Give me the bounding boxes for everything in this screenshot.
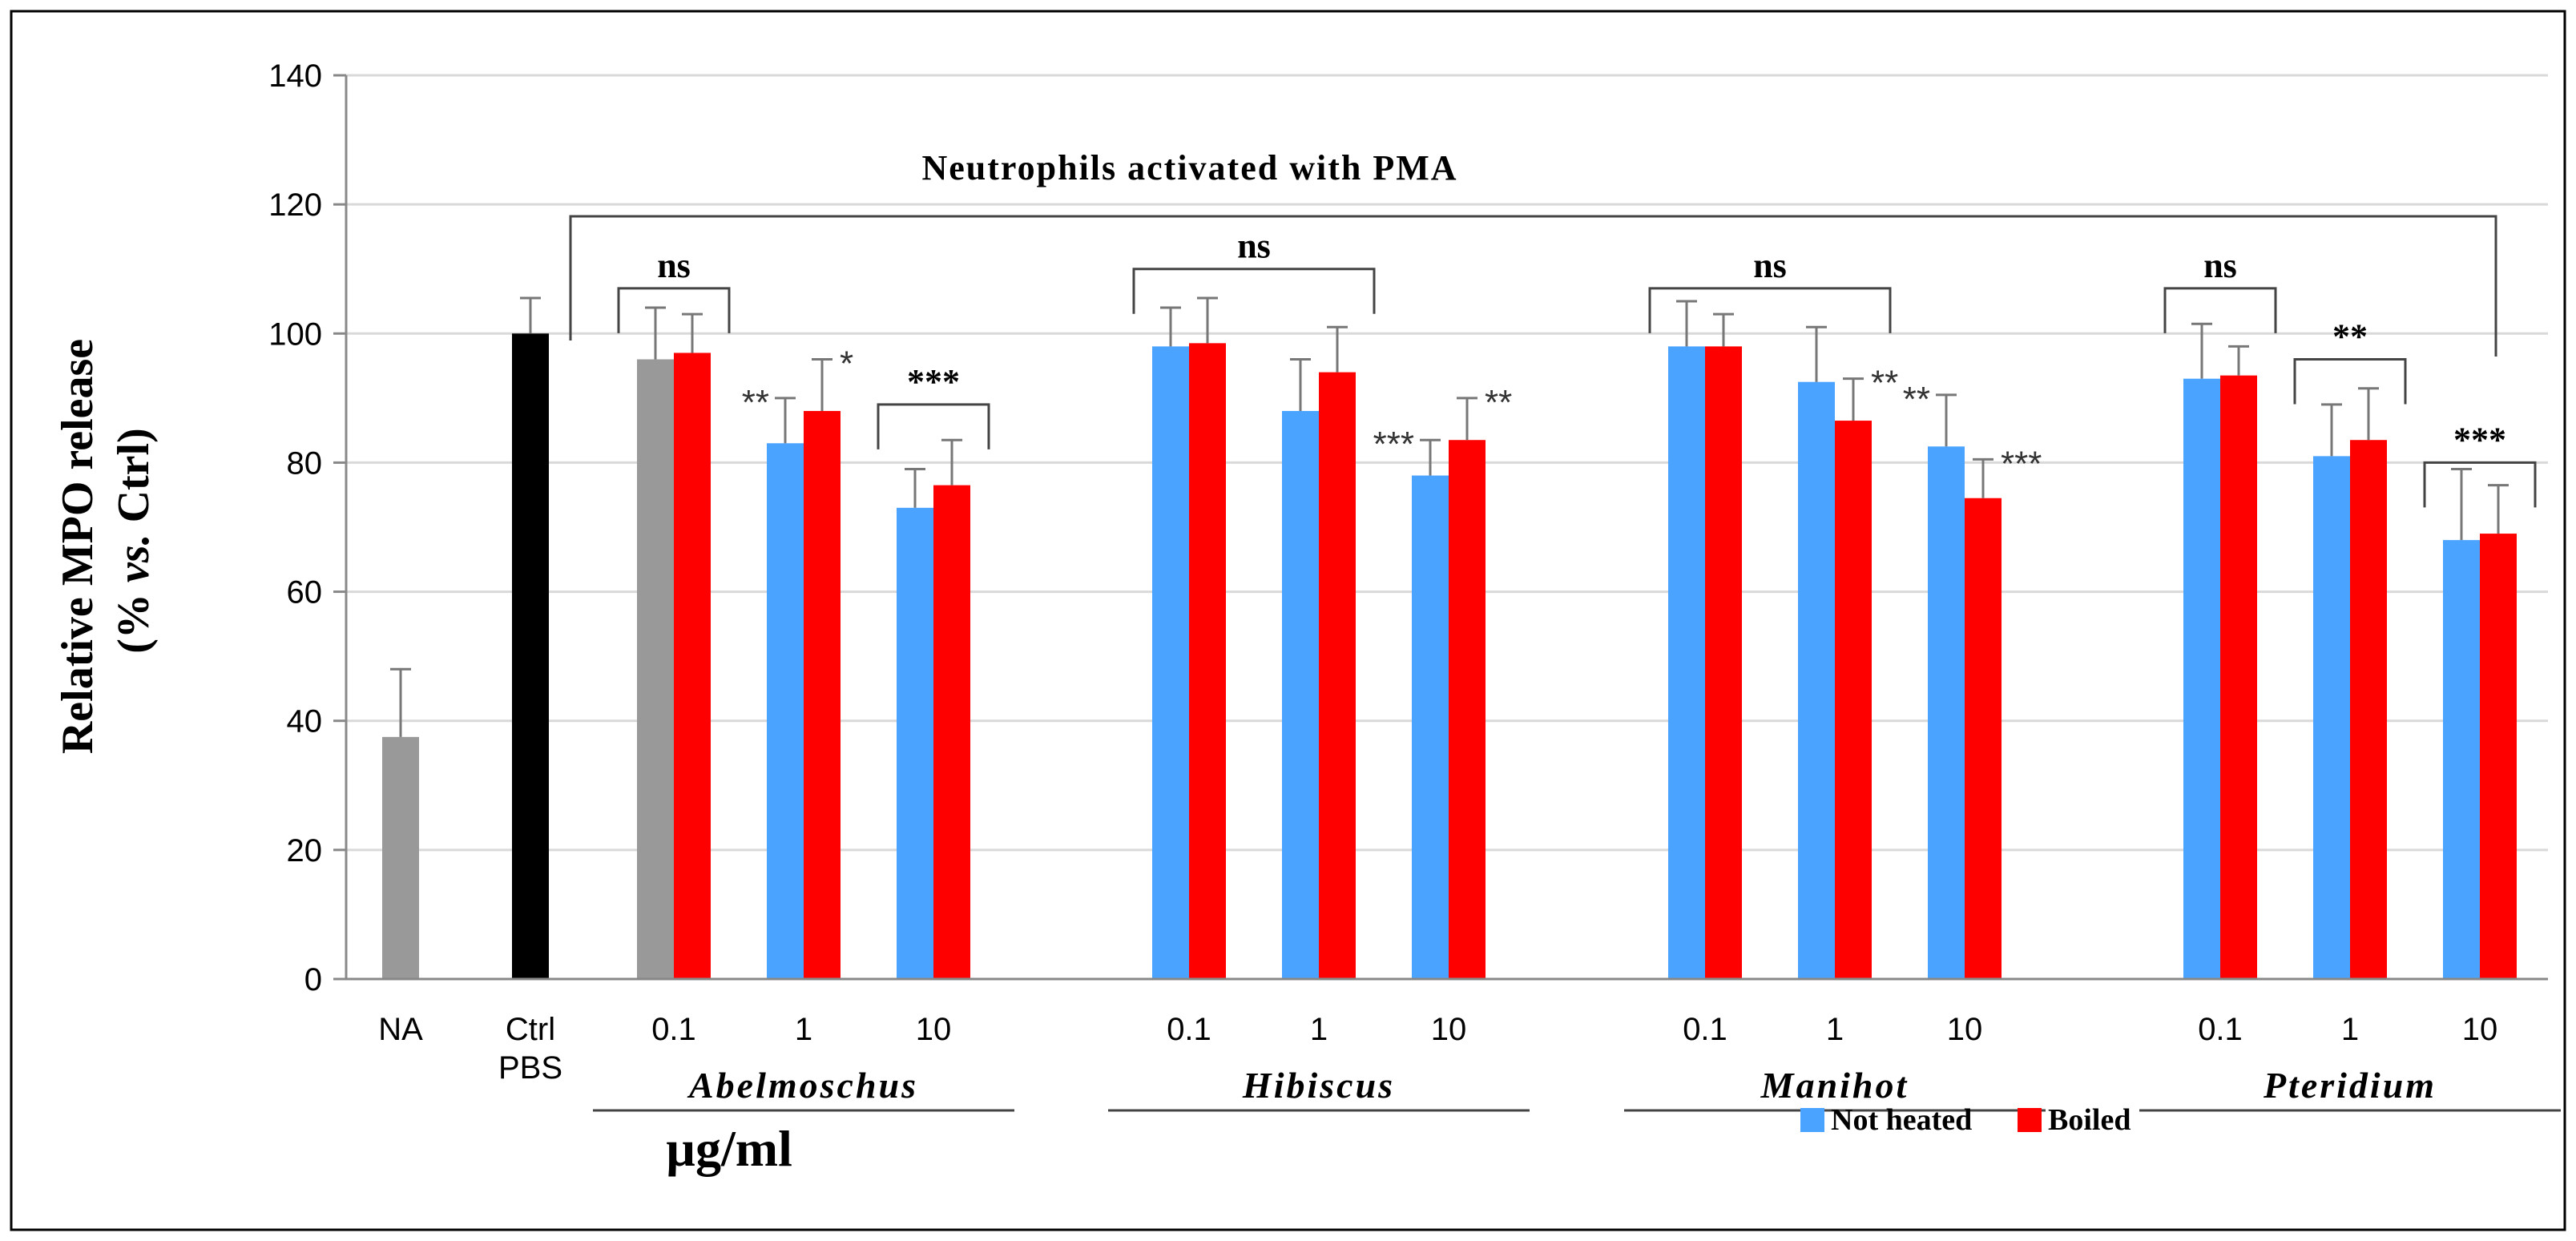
sig-marker: ** [1903, 380, 1930, 419]
legend-swatch-not-heated [1800, 1108, 1824, 1132]
main-annotation: Neutrophils activated with PMA [921, 148, 1457, 187]
sig-marker: ** [1871, 364, 1898, 403]
x-tick-label: 0.1 [651, 1012, 696, 1047]
bar-not-heated [2183, 378, 2220, 980]
bracket-label: ns [2203, 246, 2237, 285]
y-axis-label-pre: (% [109, 582, 159, 654]
y-tick-label: 120 [268, 187, 322, 223]
bar-boiled [2220, 375, 2257, 980]
x-tick-label: PBS [498, 1050, 562, 1086]
y-tick-label: 0 [304, 962, 322, 997]
y-tick-label: 20 [287, 833, 323, 868]
annotations: ***ns********ns** *****ns ns***** [569, 215, 2537, 508]
bar-not-heated [1668, 346, 1705, 979]
x-tick-label: 0.1 [1167, 1012, 1211, 1047]
bar-not-heated [2443, 540, 2480, 979]
sig-marker: ** [1485, 383, 1512, 422]
bracket [1132, 268, 1376, 314]
bar-boiled [933, 485, 970, 979]
bracket [877, 403, 990, 449]
bar-boiled [2480, 534, 2517, 979]
bars [382, 296, 2517, 980]
bracket-label: *** [907, 362, 960, 401]
bar-control [382, 736, 419, 979]
bracket-label: ns [1753, 246, 1787, 285]
legend-label-boiled: Boiled [2048, 1103, 2131, 1137]
sig-marker: * [840, 344, 853, 384]
bar-control [512, 333, 549, 979]
bar-not-heated [637, 359, 674, 979]
bar-not-heated [1152, 346, 1189, 979]
bar-boiled [1965, 498, 2002, 979]
x-tick-label: 10 [1431, 1012, 1467, 1047]
y-axis-label: Relative MPO release (% vs. Ctrl) [53, 328, 159, 754]
x-tick-label: 0.1 [1683, 1012, 1727, 1047]
x-tick-label: NA [378, 1012, 423, 1047]
y-tick-label: 60 [287, 575, 323, 610]
sig-marker: ** [742, 383, 769, 422]
y-axis-label-line2: (% vs. Ctrl) [109, 428, 159, 653]
bar-boiled [1319, 372, 1356, 980]
x-tick-label: 10 [1947, 1012, 1983, 1047]
x-tick-label: 1 [2341, 1012, 2359, 1047]
bar-not-heated [2313, 456, 2350, 979]
y-tick-label: 140 [268, 58, 322, 94]
bar-boiled [1449, 440, 1486, 979]
bar-boiled [1835, 421, 1872, 979]
sig-marker: *** [2001, 444, 2042, 483]
unit-label: µg/ml [666, 1120, 792, 1177]
bracket [1648, 287, 1892, 333]
group-label: Manihot [1760, 1065, 1909, 1106]
y-axis-label-line1: Relative MPO release [53, 339, 103, 754]
group-label: Pteridium [2263, 1065, 2437, 1106]
x-tick-label: 10 [916, 1012, 952, 1047]
bracket-label: ** [2332, 317, 2368, 357]
x-tick-label: Ctrl [506, 1012, 555, 1047]
x-tick-label: 10 [2462, 1012, 2498, 1047]
legend: Not heated Boiled [1800, 1103, 2131, 1137]
y-tick-label: 100 [268, 316, 322, 352]
bar-not-heated [1282, 410, 1319, 979]
y-axis-label-post: Ctrl) [109, 428, 159, 534]
bar-boiled [804, 410, 841, 979]
main-bracket [569, 215, 2497, 357]
group-label: Abelmoschus [687, 1065, 918, 1106]
bar-boiled [674, 353, 711, 979]
x-tick-label: 1 [1310, 1012, 1328, 1047]
bracket-label: ns [657, 246, 691, 285]
bar-not-heated [897, 507, 933, 979]
bracket-label: *** [2453, 420, 2506, 459]
bracket [2293, 358, 2407, 405]
y-axis-label-italic: vs. [109, 534, 159, 582]
bracket [2423, 461, 2537, 508]
bar-not-heated [1928, 446, 1965, 979]
legend-label-not-heated: Not heated [1831, 1103, 1972, 1137]
bar-not-heated [1412, 475, 1449, 979]
bar-boiled [1189, 343, 1226, 979]
bracket [2163, 287, 2277, 333]
bar-not-heated [1798, 381, 1835, 979]
y-tick-label: 80 [287, 445, 323, 481]
sig-marker: *** [1373, 425, 1414, 464]
x-tick-label: 0.1 [2198, 1012, 2243, 1047]
bracket [617, 287, 731, 333]
legend-swatch-boiled [2018, 1108, 2042, 1132]
bar-boiled [2350, 440, 2387, 979]
y-tick-label: 40 [287, 704, 323, 739]
bar-boiled [1705, 346, 1742, 979]
group-label: Hibiscus [1242, 1065, 1395, 1106]
x-tick-label: 1 [1826, 1012, 1844, 1047]
x-tick-label: 1 [795, 1012, 812, 1047]
bar-not-heated [767, 443, 804, 979]
bracket-label: ns [1237, 227, 1271, 266]
